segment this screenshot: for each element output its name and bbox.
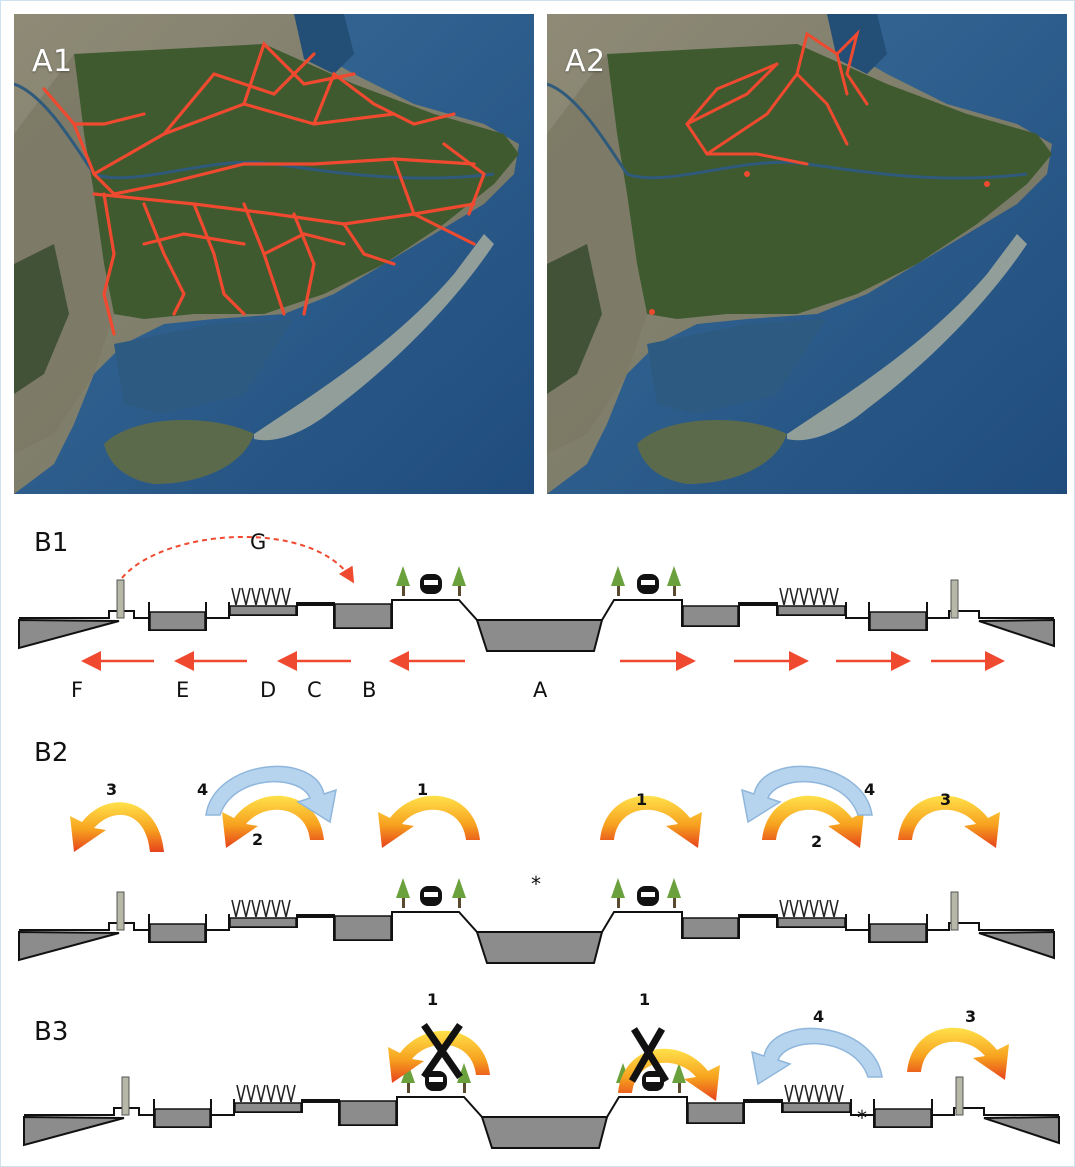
canal-arrows-a1 (42, 41, 486, 336)
panel-label-b3: B3 (34, 1017, 69, 1047)
water-flow-arrows (70, 765, 1000, 852)
zone-label-c: C (307, 678, 322, 702)
map-a2: A2 (547, 14, 1067, 494)
flow-number: 4 (864, 780, 876, 799)
flow-number: 2 (252, 830, 264, 849)
zone-label-d: D (260, 678, 277, 702)
marker-asterisk: * (857, 1106, 867, 1130)
diagram-b1: B1 F E D C B A G (14, 508, 1064, 718)
map-label-a1: A1 (32, 44, 73, 79)
diagram-b2: B2 3 4 2 1 1 4 2 3 * (14, 730, 1064, 965)
dashed-transfer-arrow (121, 535, 355, 584)
car-icon (420, 574, 659, 594)
zone-label-b: B (362, 678, 377, 702)
cross-section-b2 (17, 765, 1056, 965)
flow-number: 4 (197, 780, 209, 799)
zone-label-a: A (533, 678, 548, 702)
map-label-a2: A2 (565, 44, 606, 79)
flow-number: 4 (813, 1007, 825, 1026)
panel-label-b1: B1 (34, 528, 69, 558)
canal-arrows-a2 (685, 29, 869, 166)
satellite-map-a1 (14, 14, 534, 494)
blocked-flow-x-icon (421, 1023, 669, 1083)
water-flow-arrows (388, 1027, 1009, 1101)
tree-icon (396, 566, 681, 596)
map-a1: A1 (14, 14, 534, 494)
cross-section-b3 (22, 1023, 1061, 1150)
reed-icon (231, 587, 839, 606)
cross-section-b1 (18, 535, 1055, 671)
flow-number: 3 (106, 780, 118, 799)
flow-number: 2 (811, 832, 823, 851)
flow-number: 1 (639, 990, 651, 1009)
terrain-profile (18, 566, 1055, 652)
zone-label-g: G (250, 530, 267, 554)
diagram-b3: B3 1 1 4 3 * (14, 985, 1064, 1165)
flow-number: 1 (636, 790, 648, 809)
zone-label-e: E (176, 678, 190, 702)
flow-number: 3 (965, 1007, 977, 1026)
flow-number: 1 (427, 990, 439, 1009)
flow-number: 3 (940, 790, 952, 809)
satellite-map-a2 (547, 14, 1067, 494)
zone-label-f: F (71, 678, 84, 702)
marker-asterisk: * (531, 872, 541, 896)
panel-label-b2: B2 (34, 738, 69, 768)
flow-number: 1 (417, 780, 429, 799)
